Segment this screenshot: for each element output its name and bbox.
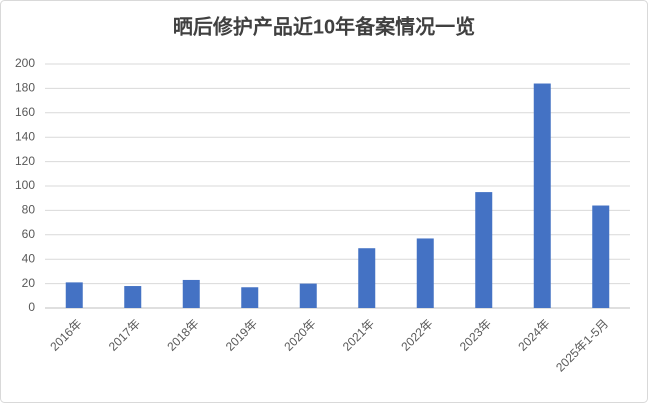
bar xyxy=(241,287,259,308)
bar xyxy=(592,205,610,308)
bar xyxy=(533,83,551,309)
bar xyxy=(65,282,83,308)
bar xyxy=(124,286,142,308)
y-tick-label: 200 xyxy=(15,56,35,70)
bar xyxy=(475,192,493,308)
y-tick-label: 40 xyxy=(22,251,36,265)
bar xyxy=(182,279,200,308)
y-tick-label: 100 xyxy=(15,178,35,192)
y-tick-label: 120 xyxy=(15,154,35,168)
y-tick-label: 180 xyxy=(15,81,35,95)
y-tick-label: 80 xyxy=(22,203,36,217)
y-tick-label: 20 xyxy=(22,276,36,290)
y-tick-label: 0 xyxy=(28,300,35,314)
bar xyxy=(299,283,317,308)
chart-title: 晒后修护产品近10年备案情况一览 xyxy=(173,14,475,38)
y-tick-label: 160 xyxy=(15,105,35,119)
y-tick-label: 140 xyxy=(15,129,35,143)
bar xyxy=(358,248,376,308)
y-tick-label: 60 xyxy=(22,227,36,241)
bar xyxy=(416,238,434,308)
